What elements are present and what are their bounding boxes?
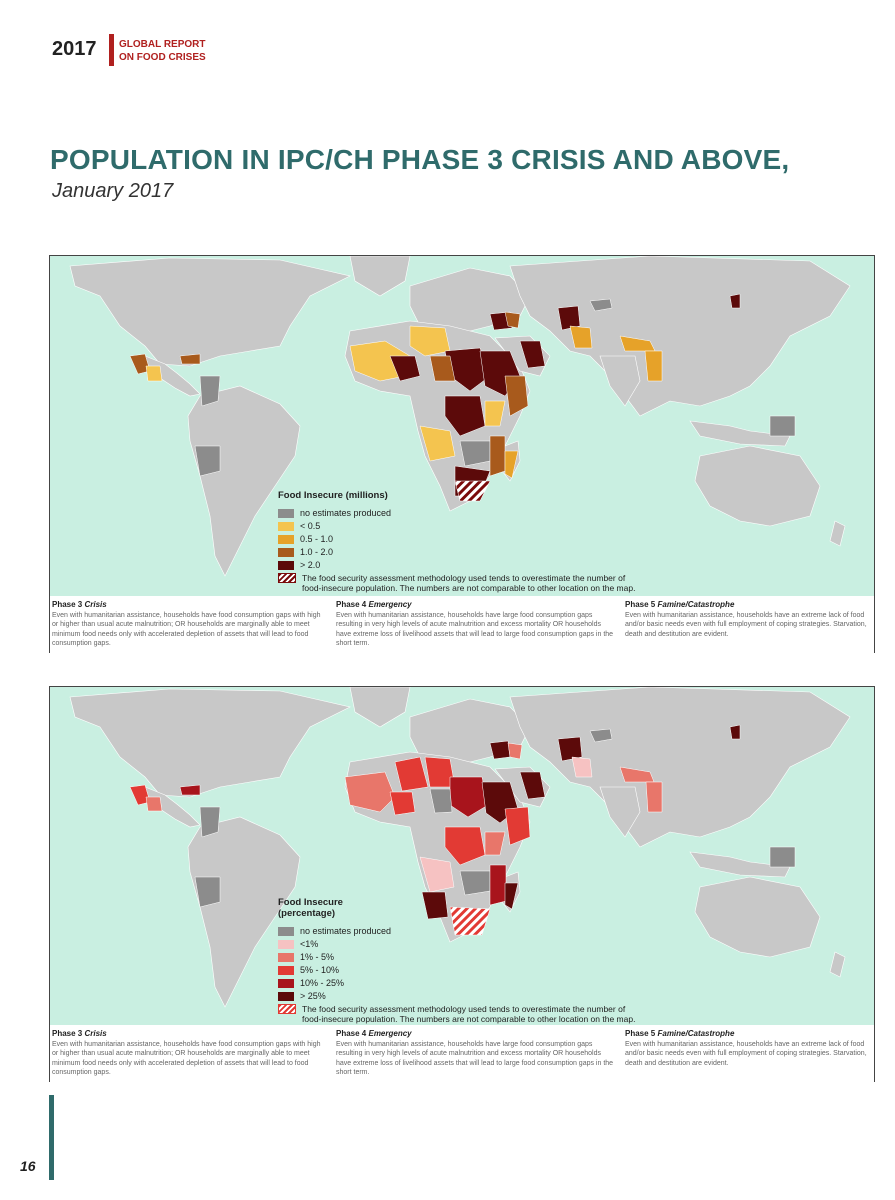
phase-5-description: Phase 5 Famine/Catastrophe Even with hum… xyxy=(625,1029,870,1068)
legend-swatch xyxy=(278,521,294,531)
phase-5-description: Phase 5 Famine/Catastrophe Even with hum… xyxy=(625,600,870,639)
report-name-line2: ON FOOD CRISES xyxy=(119,52,206,63)
legend-swatch xyxy=(278,991,294,1001)
legend-swatch xyxy=(278,547,294,557)
legend-note-text: The food security assessment methodology… xyxy=(302,573,636,593)
page-title: POPULATION IN IPC/CH PHASE 3 CRISIS AND … xyxy=(50,144,790,175)
phase-descriptions: Phase 3 Crisis Even with humanitarian as… xyxy=(50,596,874,660)
legend-item: < 0.5 xyxy=(278,520,638,532)
map-panel-millions: Food Insecure (millions) no estimates pr… xyxy=(49,255,875,660)
phase-label: Phase 5 xyxy=(625,1029,656,1038)
map-svg-millions xyxy=(50,256,874,596)
legend-note: The food security assessment methodology… xyxy=(278,573,638,593)
legend-note-text: The food security assessment methodology… xyxy=(302,1004,636,1024)
legend-label: no estimates produced xyxy=(300,508,392,518)
phase-name: Famine/Catastrophe xyxy=(657,1029,735,1038)
phase-text: Even with humanitarian assistance, house… xyxy=(52,611,321,648)
legend-swatch xyxy=(278,978,294,988)
world-map-millions: Food Insecure (millions) no estimates pr… xyxy=(50,256,874,596)
phase-4-description: Phase 4 Emergency Even with humanitarian… xyxy=(336,1029,616,1078)
map-panel-percentage: Food Insecure (percentage) no estimates … xyxy=(49,686,875,1089)
phase-text: Even with humanitarian assistance, house… xyxy=(336,611,614,648)
phase-text: Even with humanitarian assistance, house… xyxy=(336,1040,614,1077)
page-subtitle: January 2017 xyxy=(52,180,174,202)
legend-title-line1: Food Insecure xyxy=(278,897,343,908)
legend-label: > 2.0 xyxy=(300,560,321,570)
legend-label: 0.5 - 1.0 xyxy=(300,534,334,544)
legend-label: 1% - 5% xyxy=(300,952,335,962)
legend-item: 10% - 25% xyxy=(278,977,638,989)
legend-item: no estimates produced xyxy=(278,507,638,519)
phase-name: Emergency xyxy=(368,1029,412,1038)
phase-name: Famine/Catastrophe xyxy=(657,600,735,609)
legend-item: 5% - 10% xyxy=(278,964,638,976)
legend-title-line2: (percentage) xyxy=(278,908,336,919)
report-name: GLOBAL REPORT ON FOOD CRISES xyxy=(119,38,239,64)
phase-name: Crisis xyxy=(84,1029,107,1038)
legend-swatch xyxy=(278,965,294,975)
phase-label: Phase 5 xyxy=(625,600,656,609)
phase-text: Even with humanitarian assistance, house… xyxy=(625,1040,867,1067)
world-map-percentage: Food Insecure (percentage) no estimates … xyxy=(50,687,874,1025)
phase-descriptions: Phase 3 Crisis Even with humanitarian as… xyxy=(50,1025,874,1089)
legend-swatch xyxy=(278,508,294,518)
legend-item: 0.5 - 1.0 xyxy=(278,533,638,545)
phase-label: Phase 4 xyxy=(336,600,367,609)
legend-item: 1% - 5% xyxy=(278,951,638,963)
legend-swatch xyxy=(278,952,294,962)
legend-item: > 25% xyxy=(278,990,638,1002)
phase-3-description: Phase 3 Crisis Even with humanitarian as… xyxy=(52,1029,324,1078)
phase-3-description: Phase 3 Crisis Even with humanitarian as… xyxy=(52,600,324,649)
legend-item: > 2.0 xyxy=(278,559,638,571)
phase-name: Crisis xyxy=(84,600,107,609)
legend-note: The food security assessment methodology… xyxy=(278,1004,638,1024)
legend-swatch xyxy=(278,560,294,570)
phase-4-description: Phase 4 Emergency Even with humanitarian… xyxy=(336,600,616,649)
legend-item: <1% xyxy=(278,938,638,950)
legend-title-percentage: Food Insecure (percentage) xyxy=(278,897,638,919)
legend-swatch xyxy=(278,534,294,544)
legend-item: 1.0 - 2.0 xyxy=(278,546,638,558)
legend-label: no estimates produced xyxy=(300,926,392,936)
footer-accent-bar xyxy=(49,1095,54,1180)
hatch-swatch xyxy=(278,573,296,583)
legend-label: 10% - 25% xyxy=(300,978,345,988)
legend-label: 1.0 - 2.0 xyxy=(300,547,334,557)
legend-item: no estimates produced xyxy=(278,925,638,937)
phase-text: Even with humanitarian assistance, house… xyxy=(52,1040,321,1077)
legend-swatch xyxy=(278,939,294,949)
legend-millions: Food Insecure (millions) no estimates pr… xyxy=(278,490,638,593)
page-number: 16 xyxy=(20,1158,36,1174)
legend-swatch xyxy=(278,926,294,936)
legend-title-millions: Food Insecure (millions) xyxy=(278,490,388,501)
header-accent-bar xyxy=(109,34,114,66)
phase-label: Phase 4 xyxy=(336,1029,367,1038)
phase-label: Phase 3 xyxy=(52,1029,83,1038)
legend-percentage: Food Insecure (percentage) no estimates … xyxy=(278,897,638,1024)
hatch-swatch xyxy=(278,1004,296,1014)
legend-label: <1% xyxy=(300,939,319,949)
phase-text: Even with humanitarian assistance, house… xyxy=(625,611,867,638)
legend-label: < 0.5 xyxy=(300,521,321,531)
report-name-line1: GLOBAL REPORT xyxy=(119,39,206,50)
legend-label: 5% - 10% xyxy=(300,965,340,975)
legend-label: > 25% xyxy=(300,991,326,1001)
phase-label: Phase 3 xyxy=(52,600,83,609)
phase-name: Emergency xyxy=(368,600,412,609)
map-svg-percentage xyxy=(50,687,874,1025)
report-year: 2017 xyxy=(52,38,97,60)
